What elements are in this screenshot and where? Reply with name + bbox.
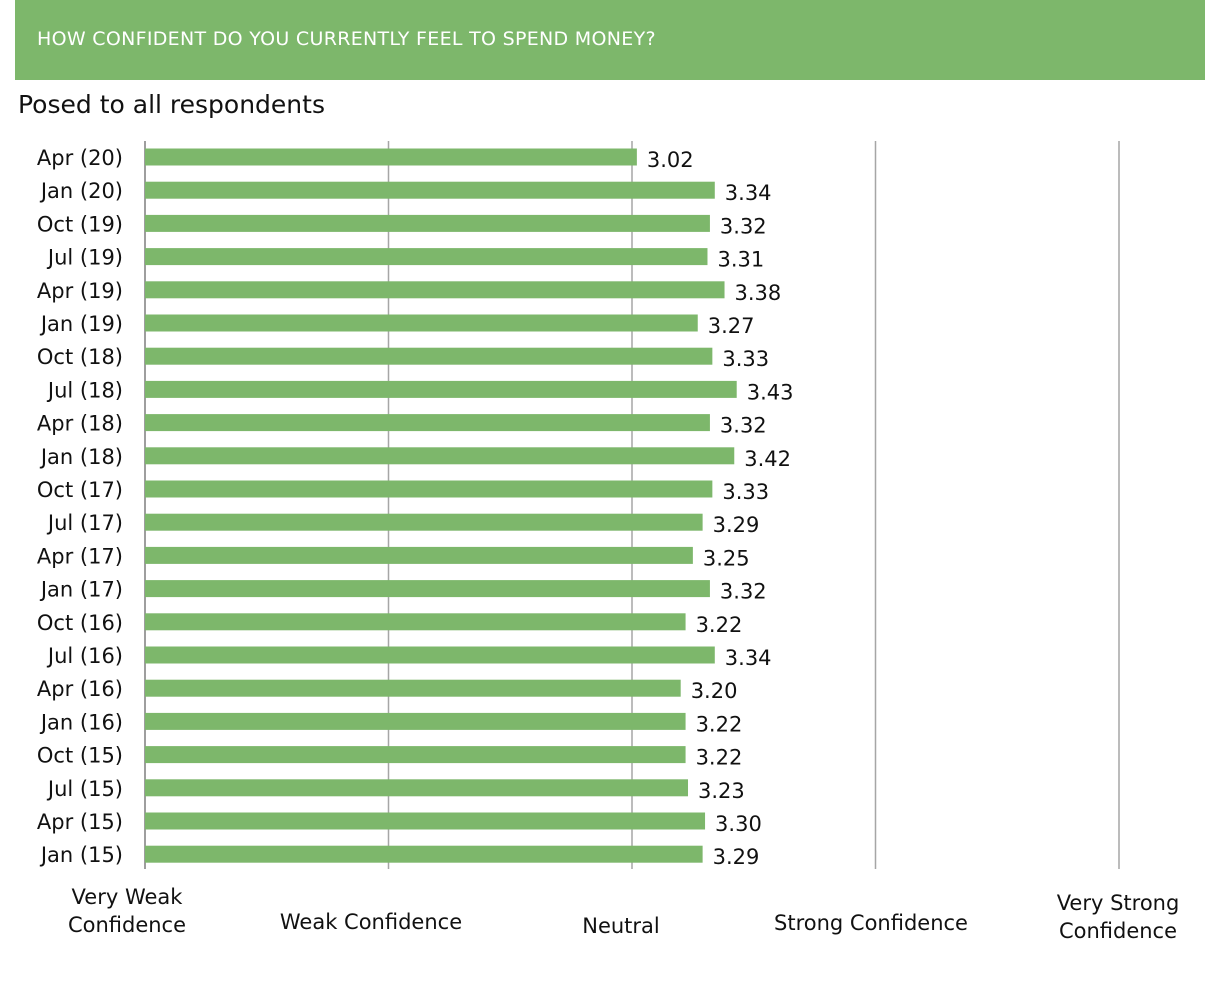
data-label: 3.43 [747,380,794,404]
x-tick-label: Weak Confidence [280,910,462,934]
bar [145,281,725,299]
bar [145,314,698,332]
category-label: Jan (19) [39,312,123,336]
category-label: Jul (16) [46,644,123,668]
x-tick-label: Very Strong Confidence [1057,891,1180,943]
data-label: 3.25 [703,546,750,570]
bar [145,214,710,232]
category-label: Apr (16) [37,677,123,701]
bar [145,380,737,398]
data-label: 3.32 [720,414,767,438]
x-tick-label: Very Weak Confidence [68,885,186,937]
data-label: 3.20 [691,679,738,703]
category-label: Oct (16) [37,611,123,635]
bar [145,613,686,631]
category-label: Apr (17) [37,544,123,568]
data-label: 3.34 [725,181,772,205]
category-label: Oct (18) [37,345,123,369]
category-label: Oct (17) [37,478,123,502]
data-label: 3.38 [735,281,782,305]
category-label: Apr (18) [37,412,123,436]
data-label: 3.27 [708,314,755,338]
chart-title: HOW CONFIDENT DO YOU CURRENTLY FEEL TO S… [37,28,656,50]
bar [145,712,686,730]
category-label: Jan (20) [39,179,123,203]
data-label: 3.29 [713,845,760,869]
bar [145,347,713,365]
data-label: 3.30 [715,812,762,836]
data-label: 3.22 [696,712,743,736]
bar [145,513,703,531]
data-label: 3.22 [696,746,743,770]
data-label: 3.02 [647,148,694,172]
bar [145,414,710,432]
data-label: 3.23 [698,779,745,803]
bar [145,546,693,564]
category-label: Jul (17) [46,511,123,535]
data-label: 3.29 [713,513,760,537]
category-label: Jul (18) [46,378,123,402]
category-label: Jul (15) [46,777,123,801]
chart-subtitle: Posed to all respondents [18,90,325,119]
category-label: Jan (17) [39,578,123,602]
data-label: 3.32 [720,580,767,604]
bar [145,248,708,266]
data-label: 3.22 [696,613,743,637]
chart-header: HOW CONFIDENT DO YOU CURRENTLY FEEL TO S… [15,0,1205,80]
bar [145,148,637,166]
x-tick-label: Strong Confidence [774,911,968,935]
bar [145,679,681,697]
data-label: 3.32 [720,214,767,238]
category-label: Apr (20) [37,146,123,170]
bar [145,480,713,498]
data-label: 3.33 [722,347,769,371]
bar [145,447,735,465]
data-label: 3.34 [725,646,772,670]
category-label: Apr (19) [37,279,123,303]
category-label: Oct (15) [37,744,123,768]
data-label: 3.33 [722,480,769,504]
bar [145,646,715,664]
bar [145,746,686,764]
data-label: 3.42 [744,447,791,471]
category-label: Jul (19) [46,246,123,270]
category-label: Oct (19) [37,212,123,236]
category-label: Jan (16) [39,710,123,734]
category-label: Jan (15) [39,843,123,867]
category-label: Apr (15) [37,810,123,834]
x-tick-label: Neutral [582,914,660,938]
bar [145,812,706,830]
bar [145,181,715,199]
category-label: Jan (18) [39,445,123,469]
bar [145,845,703,863]
bar [145,580,710,598]
bar [145,779,689,797]
data-label: 3.31 [717,248,764,272]
